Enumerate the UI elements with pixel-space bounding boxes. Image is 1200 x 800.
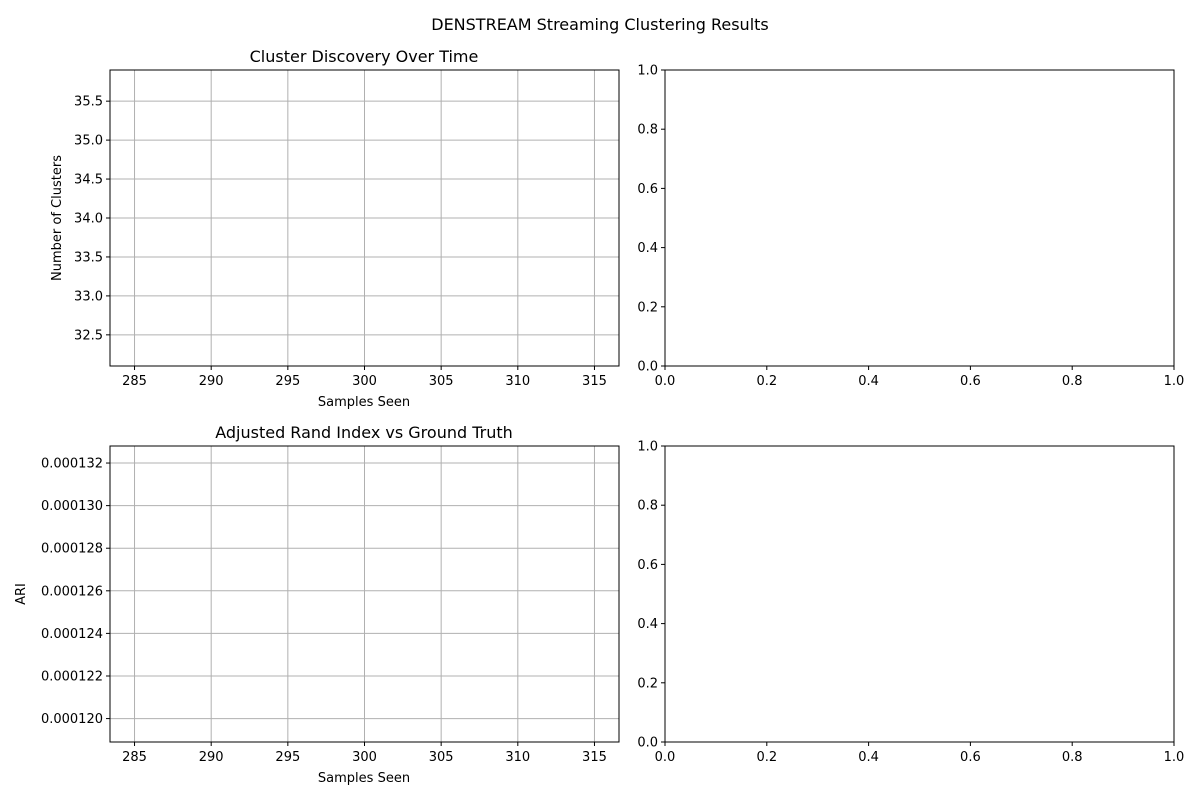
x-tick-label: 285 [122,374,147,389]
x-tick-label: 1.0 [1164,750,1185,765]
x-tick-label: 0.8 [1062,750,1083,765]
x-tick-label: 0.0 [655,750,676,765]
panel-title: Cluster Discovery Over Time [250,47,479,66]
x-tick-label: 0.4 [858,750,879,765]
x-axis-label: Samples Seen [318,771,410,786]
x-tick-label: 0.8 [1062,374,1083,389]
y-tick-label: 0.000124 [41,627,103,642]
y-tick-label: 1.0 [637,64,658,79]
panel-cluster-discovery: Cluster Discovery Over Time Samples Seen… [50,47,620,410]
x-axis-label: Samples Seen [318,395,410,410]
figure-suptitle: DENSTREAM Streaming Clustering Results [431,15,769,34]
x-tick-label: 0.2 [756,750,777,765]
y-tick-label: 0.0 [637,360,658,375]
y-tick-label: 1.0 [637,440,658,455]
panel-empty-bottom-right: 0.0 0.2 0.4 0.6 0.8 1.0 0.0 0.2 0.4 0.6 0.8 1.0 [637,440,1184,766]
y-tick-label: 0.6 [637,558,658,573]
y-tick-label: 0.2 [637,676,658,691]
y-tick-label: 0.4 [637,617,658,632]
y-tick-label: 0.0 [637,736,658,751]
panel-title: Adjusted Rand Index vs Ground Truth [215,423,513,442]
y-tick-label: 35.0 [74,134,103,149]
y-tick-label: 0.000130 [41,499,103,514]
y-tick-label: 0.6 [637,182,658,197]
plot-area-frame [664,445,1175,743]
x-tick-label: 290 [199,374,224,389]
y-tick-label: 0.000132 [41,457,103,472]
y-tick-label: 0.2 [637,300,658,315]
x-tick-label: 305 [429,750,454,765]
x-tick-label: 0.0 [655,374,676,389]
y-axis-label: ARI [14,583,29,605]
y-axis-label: Number of Clusters [50,155,65,281]
x-tick-label: 295 [275,750,300,765]
plot-area-frame [109,445,620,743]
y-tick-label: 0.8 [637,123,658,138]
x-tick-label: 0.6 [960,750,981,765]
x-tick-label: 310 [505,374,530,389]
plot-area-frame [664,69,1175,367]
y-tick-label: 34.5 [74,173,103,188]
x-tick-label: 305 [429,374,454,389]
y-tick-label: 33.0 [74,289,103,304]
x-tick-label: 0.6 [960,374,981,389]
y-tick-label: 0.000120 [41,712,103,727]
x-tick-label: 285 [122,750,147,765]
panel-adjusted-rand-index: Adjusted Rand Index vs Ground Truth Samp… [14,423,620,786]
plot-area-frame [109,69,620,367]
y-tick-label: 33.5 [74,250,103,265]
x-tick-label: 300 [352,750,377,765]
y-tick-label: 0.8 [637,499,658,514]
x-tick-label: 290 [199,750,224,765]
x-tick-label: 310 [505,750,530,765]
panel-empty-top-right: 0.0 0.2 0.4 0.6 0.8 1.0 0.0 0.2 0.4 0.6 0.8 1.0 [637,64,1184,390]
y-tick-label: 0.000122 [41,669,103,684]
x-tick-label: 0.4 [858,374,879,389]
x-tick-label: 315 [582,374,607,389]
x-tick-label: 295 [275,374,300,389]
y-tick-label: 0.000128 [41,542,103,557]
y-tick-label: 34.0 [74,212,103,227]
y-tick-label: 35.5 [74,95,103,110]
x-tick-label: 315 [582,750,607,765]
x-tick-label: 0.2 [756,374,777,389]
x-tick-label: 1.0 [1164,374,1185,389]
y-tick-label: 0.4 [637,241,658,256]
y-tick-label: 32.5 [74,328,103,343]
x-tick-label: 300 [352,374,377,389]
y-tick-label: 0.000126 [41,584,103,599]
